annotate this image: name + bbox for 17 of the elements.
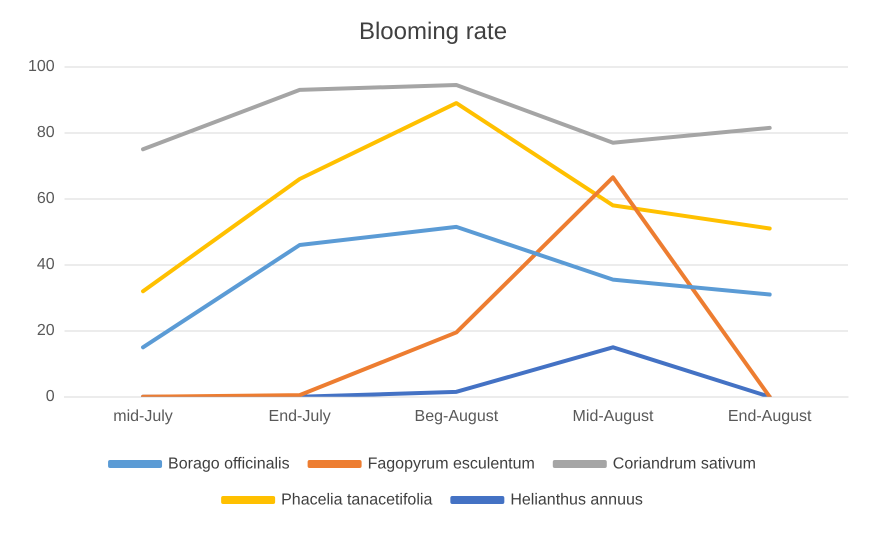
x-tick-label: mid-July	[113, 408, 173, 425]
y-tick-label: 0	[46, 388, 55, 406]
x-tick-label: Beg-August	[414, 408, 499, 425]
chart-title: Blooming rate	[358, 18, 508, 46]
legend-label: Coriandrum sativum	[612, 455, 756, 472]
y-tick-label: 80	[36, 124, 55, 142]
legend-label: Phacelia tanacetifolia	[281, 491, 432, 508]
x-tick-label: End-July	[268, 408, 331, 425]
y-tick-label: 40	[36, 256, 55, 274]
legend-label: Helianthus annuus	[510, 491, 643, 508]
legend-label: Fagopyrum esculentum	[368, 455, 535, 472]
y-tick-label: 60	[36, 190, 55, 208]
x-tick-label: Mid-August	[572, 408, 654, 425]
y-tick-label: 20	[36, 322, 55, 340]
y-tick-label: 100	[28, 58, 55, 76]
x-tick-label: End-August	[728, 408, 812, 425]
legend-label: Borago officinalis	[168, 455, 290, 472]
